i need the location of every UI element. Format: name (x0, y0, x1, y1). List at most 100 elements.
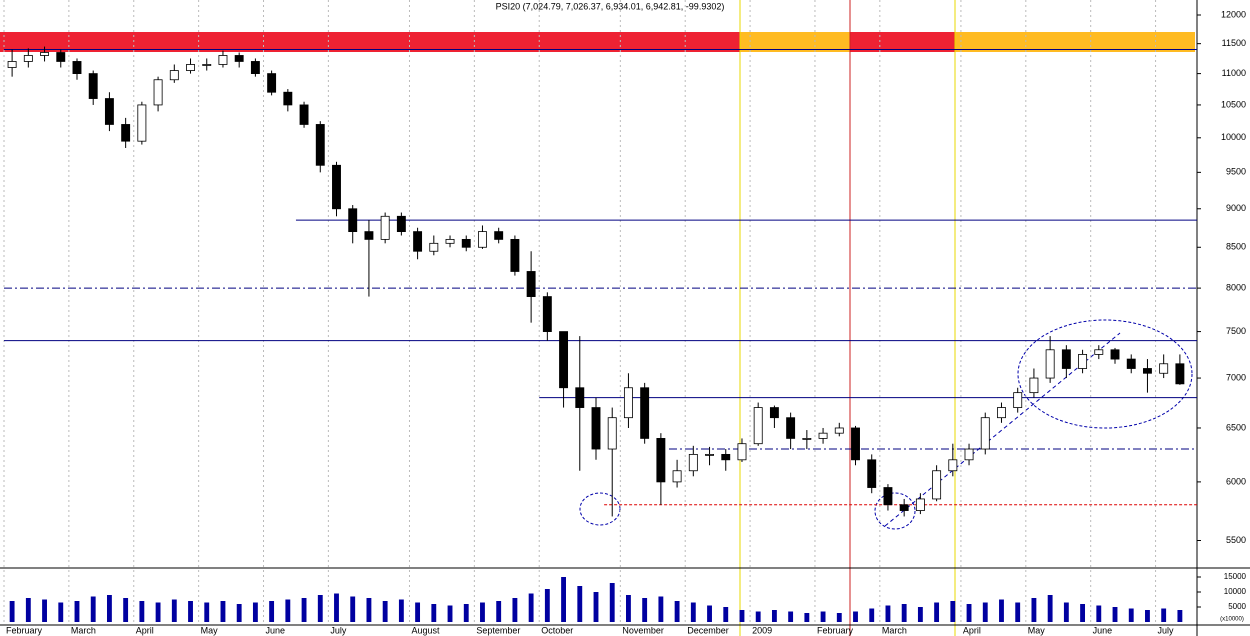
x-tick-label: November (622, 625, 664, 635)
candle-body (332, 164, 341, 210)
volume-bar (1015, 602, 1021, 622)
volume-bar (723, 607, 729, 622)
candle-body (575, 387, 585, 408)
chart-title: PSI20 (7,024.79, 7,026.37, 6,934.01, 6,9… (496, 1, 725, 11)
candle-body (315, 124, 325, 166)
volume-bar (1080, 604, 1086, 622)
candle-body (1013, 392, 1023, 408)
volume-bar (106, 595, 112, 622)
volume-bar (139, 601, 145, 622)
x-tick-label: June (266, 625, 286, 635)
grid: 5500 6000 6500 7000 7500 8000 8500 9000 9500 1000… (3, 0, 1247, 635)
volume-bar (236, 604, 242, 622)
annotation-ellipse (1017, 319, 1193, 429)
y-tick-label: 8500 (1226, 242, 1246, 252)
volume-bar (561, 577, 566, 622)
candle-body (56, 52, 66, 62)
volume-tick-label: 5000 (1228, 602, 1246, 611)
candle-body (542, 296, 552, 332)
candle-body (688, 453, 698, 472)
volume-tick-label: 15000 (1224, 572, 1247, 581)
x-tick-label: July (330, 625, 347, 635)
candle-body (640, 387, 650, 439)
candle-body (721, 453, 731, 461)
candle-body (1126, 358, 1136, 369)
volume-bar (820, 611, 826, 622)
candle-body (1142, 368, 1152, 374)
candle-body (997, 407, 1006, 419)
candle-body (1175, 363, 1185, 385)
y-tick-label: 10000 (1221, 132, 1246, 142)
candle-body (1029, 377, 1039, 394)
volume-unit: (x10000) (1220, 617, 1244, 623)
volume-bar (252, 602, 258, 622)
volume-bar (1128, 608, 1134, 622)
candle-body (802, 438, 812, 440)
volume-bar (25, 598, 31, 622)
x-tick-label: April (136, 625, 154, 635)
candle-body (867, 459, 877, 488)
volume-bar (1063, 602, 1069, 622)
candle-body (834, 427, 844, 434)
volume-bar (901, 604, 907, 622)
volume-bar (9, 601, 15, 622)
candle-body (494, 231, 504, 240)
candle-body (883, 487, 893, 506)
candle-body (1110, 349, 1120, 360)
volume-bar (1031, 598, 1037, 622)
candle-body (607, 417, 617, 450)
x-tick-label: 2009 (752, 625, 772, 635)
volume-bar (1177, 610, 1183, 622)
volume-bar (171, 599, 177, 622)
candle-body (526, 271, 536, 297)
x-tick-label: March (71, 625, 96, 635)
volume-bar (690, 602, 696, 622)
volume-bar (366, 598, 372, 622)
candle-body (591, 407, 601, 450)
candle-body (169, 70, 179, 81)
candle-body (818, 432, 828, 439)
x-tick-label: May (1028, 625, 1046, 635)
volume-bar (1161, 608, 1167, 622)
volume-bar (999, 599, 1004, 622)
candle-body (753, 407, 763, 445)
candle-body (72, 61, 82, 74)
volume-bar (480, 602, 485, 622)
x-tick-label: October (541, 625, 573, 635)
y-tick-label: 5500 (1226, 535, 1246, 545)
candle-body (283, 91, 293, 106)
candle-body (705, 453, 714, 456)
y-tick-label: 12000 (1221, 9, 1246, 19)
candle-body (737, 443, 747, 461)
volume-bar (771, 610, 777, 622)
volume-bar (447, 605, 453, 622)
volume-bar (950, 601, 956, 622)
y-tick-label: 10500 (1221, 99, 1246, 109)
candle-body (348, 208, 358, 233)
volume-bar (577, 586, 583, 622)
y-tick-label: 11000 (1222, 68, 1246, 78)
candle-body (88, 73, 98, 99)
volume-bar (463, 604, 469, 622)
volume-bar (431, 604, 437, 622)
volume-bar (739, 610, 745, 622)
candle-body (461, 238, 471, 248)
candle-body (153, 79, 163, 106)
volume-bar (853, 611, 858, 622)
y-tick-label: 9500 (1226, 167, 1246, 177)
volume-bar (220, 601, 226, 622)
volume-bar (204, 602, 210, 622)
volume-tick-label: 10000 (1224, 587, 1247, 596)
y-tick-label: 8000 (1226, 282, 1246, 292)
x-tick-label: July (1158, 625, 1175, 635)
candle-body (672, 470, 682, 483)
candle-body (786, 417, 796, 439)
candle-body (202, 64, 212, 66)
candle-body (932, 470, 942, 500)
candle-body (380, 215, 390, 240)
volume-bar (317, 595, 323, 622)
candle-body (851, 427, 860, 461)
y-tick-label: 6000 (1226, 476, 1246, 486)
